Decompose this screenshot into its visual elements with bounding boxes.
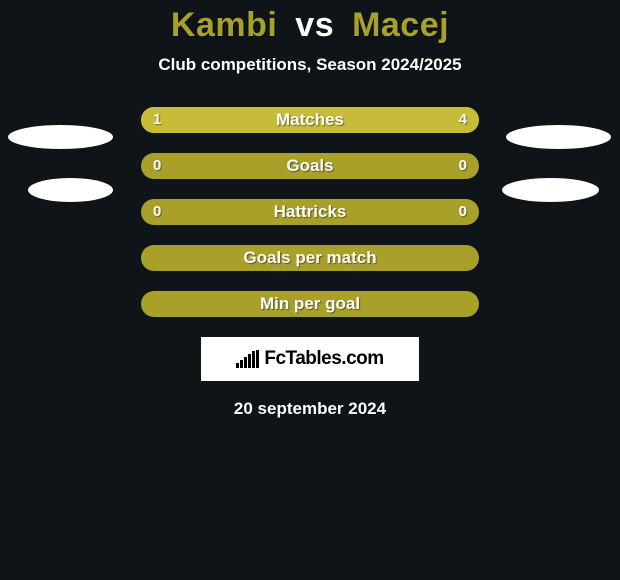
stat-row-min-per-goal: Min per goal	[141, 291, 479, 317]
subtitle: Club competitions, Season 2024/2025	[0, 55, 620, 75]
avatar-ellipse	[28, 178, 113, 202]
stat-row-matches: Matches1 4	[141, 107, 479, 133]
player1-name: Kambi	[171, 6, 277, 44]
stat-value-right: 4	[459, 107, 467, 133]
stat-value-left: 0	[153, 153, 161, 179]
bar-chart-icon	[236, 350, 260, 368]
stat-row-hattricks: Hattricks0 0	[141, 199, 479, 225]
stat-row-goals: Goals0 0	[141, 153, 479, 179]
logo-label: FcTables.com	[264, 348, 383, 370]
comparison-card: Kambi vs Macej Club competitions, Season…	[0, 0, 620, 580]
stat-value-right: 0	[459, 199, 467, 225]
stat-value-left: 0	[153, 199, 161, 225]
stat-label: Hattricks	[141, 199, 479, 225]
avatar-ellipse	[506, 125, 611, 149]
stat-value-left: 1	[153, 107, 161, 133]
avatar-ellipse	[8, 125, 113, 149]
logo-text: FcTables.com	[236, 348, 383, 370]
stat-label: Matches	[141, 107, 479, 133]
title: Kambi vs Macej	[0, 6, 620, 45]
stat-label: Min per goal	[141, 291, 479, 317]
stat-label: Goals per match	[141, 245, 479, 271]
date: 20 september 2024	[0, 399, 620, 419]
stat-value-right: 0	[459, 153, 467, 179]
logo-box: FcTables.com	[201, 337, 419, 381]
stat-label: Goals	[141, 153, 479, 179]
vs-label: vs	[295, 6, 334, 44]
stat-row-goals-per-match: Goals per match	[141, 245, 479, 271]
player2-name: Macej	[352, 6, 449, 44]
avatar-ellipse	[502, 178, 599, 202]
